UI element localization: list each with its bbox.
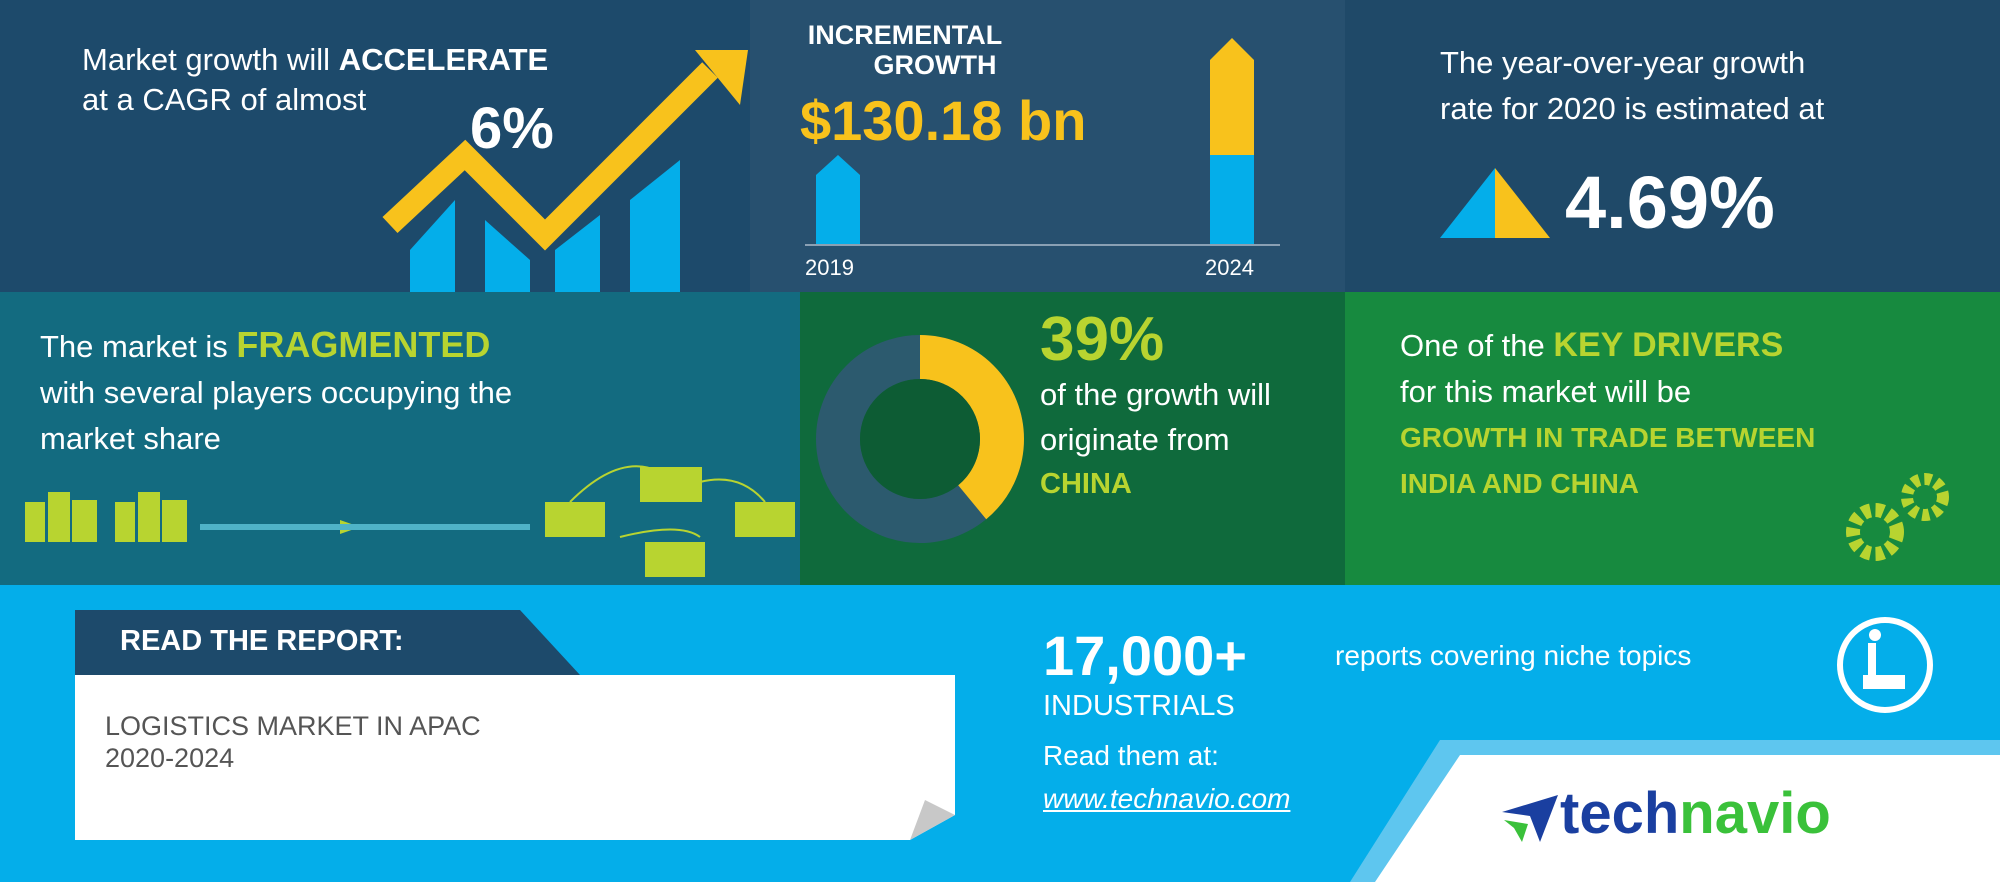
growth-chart-icon bbox=[382, 50, 748, 292]
yoy-text: The year-over-year growth bbox=[1440, 45, 1806, 80]
promo-read: Read them at: bbox=[1043, 740, 1219, 771]
drivers-bold: KEY DRIVERS bbox=[1553, 326, 1784, 364]
driver-1: GROWTH IN TRADE BETWEEN bbox=[1400, 422, 1816, 453]
promo-category: INDUSTRIALS bbox=[1043, 690, 1235, 722]
logo-mark-icon bbox=[1502, 795, 1558, 843]
year-end: 2024 bbox=[1205, 255, 1254, 280]
bar-compare-icon bbox=[805, 38, 1280, 246]
technavio-link[interactable]: www.technavio.com bbox=[1043, 783, 1291, 814]
logo-text-1: tech bbox=[1560, 781, 1680, 846]
donut-chart bbox=[816, 335, 1024, 543]
yoy-panel: The year-over-year growth rate for 2020 … bbox=[1345, 0, 2000, 292]
region-country: CHINA bbox=[1040, 468, 1132, 500]
drivers-text: One of the bbox=[1400, 328, 1554, 363]
report-title[interactable]: LOGISTICS MARKET IN APAC bbox=[105, 711, 481, 741]
incremental-value: $130.18 bn bbox=[800, 89, 1087, 152]
driver-2: INDIA AND CHINA bbox=[1400, 468, 1640, 499]
incremental-panel: INCREMENTAL GROWTH $130.18 bn 2019 2024 bbox=[750, 0, 1345, 292]
region-text: of the growth will bbox=[1040, 377, 1271, 412]
report-label: READ THE REPORT: bbox=[120, 625, 404, 657]
cagr-text: Market growth will bbox=[82, 42, 339, 77]
region-panel: 39% of the growth will originate from CH… bbox=[800, 292, 1345, 585]
region-text-2: originate from bbox=[1040, 422, 1230, 457]
cagr-text-2: at a CAGR of almost bbox=[82, 82, 367, 117]
logo-text-2: navio bbox=[1679, 781, 1831, 846]
report-years: 2020-2024 bbox=[105, 743, 235, 773]
fragmented-text-2: with several players occupying the bbox=[40, 375, 513, 410]
bottom-panel: READ THE REPORT: LOGISTICS MARKET IN APA… bbox=[0, 585, 2000, 882]
factory-icon bbox=[1837, 617, 1933, 713]
cagr-bold: ACCELERATE bbox=[338, 42, 549, 77]
region-value: 39% bbox=[1040, 305, 1165, 374]
incremental-title: INCREMENTAL bbox=[807, 20, 1003, 50]
yoy-value: 4.69% bbox=[1565, 161, 1775, 244]
fragmented-bold: FRAGMENTED bbox=[236, 324, 491, 365]
triangle-icon bbox=[1440, 168, 1550, 238]
promo-count: 17,000+ bbox=[1043, 624, 1247, 687]
cagr-value: 6% bbox=[470, 96, 554, 161]
incremental-title-2: GROWTH bbox=[873, 50, 997, 80]
drivers-panel: One of the KEY DRIVERS for this market w… bbox=[1345, 292, 2000, 585]
buildings-icon bbox=[25, 465, 795, 577]
promo-text: reports covering niche topics bbox=[1335, 640, 1692, 671]
drivers-text-2: for this market will be bbox=[1400, 374, 1692, 409]
donut-china-slice bbox=[816, 335, 1024, 543]
fragmented-panel: The market is FRAGMENTED with several pl… bbox=[0, 292, 800, 585]
background-shapes bbox=[75, 610, 2000, 882]
cagr-panel: Market growth will ACCELERATE at a CAGR … bbox=[0, 0, 750, 292]
technavio-logo: technavio bbox=[1500, 780, 1831, 847]
gears-icon bbox=[1846, 473, 1949, 561]
year-start: 2019 bbox=[805, 255, 854, 280]
fragmented-text-3: market share bbox=[40, 421, 221, 456]
fragmented-text: The market is bbox=[40, 329, 237, 364]
yoy-text-2: rate for 2020 is estimated at bbox=[1440, 91, 1825, 126]
